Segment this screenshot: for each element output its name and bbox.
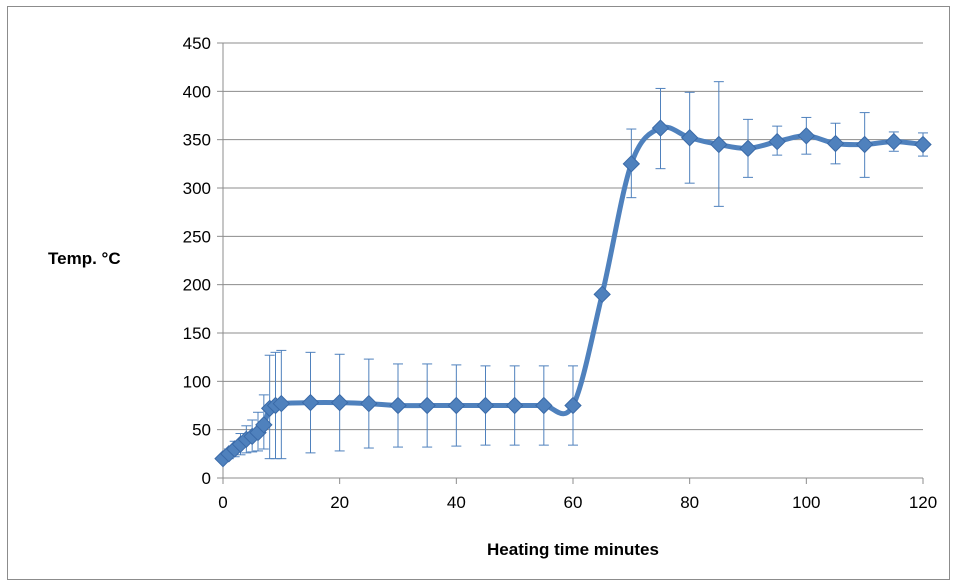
- x-tick-label-20: 20: [330, 493, 349, 512]
- data-point-25: [710, 135, 728, 154]
- data-point-30: [855, 135, 874, 154]
- x-tick-label-0: 0: [218, 493, 227, 512]
- y-tick-label-400: 400: [183, 82, 211, 101]
- data-point-26: [739, 139, 757, 158]
- x-tick-label-80: 80: [680, 493, 699, 512]
- chart-frame: [7, 6, 950, 580]
- data-point-10: [272, 394, 291, 413]
- data-point-28: [797, 127, 816, 145]
- y-tick-label-100: 100: [183, 372, 211, 391]
- data-point-14: [389, 396, 407, 415]
- data-point-15: [418, 396, 436, 415]
- data-point-7: [255, 416, 273, 434]
- x-tick-labels: 0 20 40 60 80 100 120: [218, 493, 937, 512]
- data-point-29: [826, 134, 845, 153]
- y-tick-label-350: 350: [183, 131, 211, 150]
- y-tick-labels: 0 50 100 150 200 250 300 350 400 450: [183, 34, 211, 488]
- gridlines: [217, 42, 924, 484]
- y-tick-label-450: 450: [183, 34, 211, 53]
- x-tick-label-120: 120: [909, 493, 937, 512]
- x-tick-label-60: 60: [564, 493, 583, 512]
- data-point-21: [593, 285, 611, 304]
- data-point-20: [564, 396, 582, 415]
- data-point-19: [535, 396, 553, 415]
- data-point-24: [680, 129, 699, 147]
- y-tick-label-250: 250: [183, 227, 211, 246]
- data-point-27: [768, 132, 786, 151]
- x-tick-label-40: 40: [447, 493, 466, 512]
- x-axis-title: Heating time minutes: [487, 540, 659, 559]
- data-point-13: [360, 394, 378, 413]
- y-tick-label-200: 200: [183, 276, 211, 295]
- data-point-17: [476, 396, 495, 415]
- x-tick-label-100: 100: [792, 493, 820, 512]
- data-point-11: [301, 393, 320, 412]
- data-markers: [214, 119, 932, 468]
- y-tick-label-50: 50: [192, 421, 211, 440]
- y-tick-label-150: 150: [183, 324, 211, 343]
- y-tick-label-0: 0: [202, 469, 211, 488]
- data-point-23: [651, 119, 670, 137]
- data-point-22: [622, 155, 641, 173]
- data-point-16: [447, 396, 466, 415]
- data-point-31: [885, 132, 903, 151]
- data-point-12: [330, 393, 349, 412]
- data-point-18: [505, 396, 524, 415]
- y-tick-label-300: 300: [183, 179, 211, 198]
- data-point-32: [914, 135, 932, 154]
- y-axis-title: Temp. °C: [48, 249, 121, 268]
